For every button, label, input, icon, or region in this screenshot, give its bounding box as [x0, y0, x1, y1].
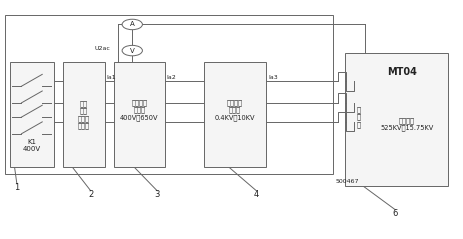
Text: 3: 3 — [155, 190, 160, 199]
Text: 主变压器
525KV～15.75KV: 主变压器 525KV～15.75KV — [380, 117, 433, 131]
Bar — [10, 62, 54, 167]
Text: A: A — [130, 22, 135, 27]
Text: 500467: 500467 — [335, 179, 359, 184]
Bar — [344, 53, 449, 186]
Text: 三相
试验
调压器
控制箱: 三相 试验 调压器 控制箱 — [78, 100, 90, 130]
Text: 6: 6 — [393, 209, 398, 218]
Text: Ia3: Ia3 — [269, 76, 278, 80]
Text: MT04: MT04 — [387, 67, 417, 77]
Text: 高
压
侧: 高 压 侧 — [357, 106, 360, 128]
Bar — [63, 62, 105, 167]
Bar — [5, 15, 333, 174]
Text: V: V — [130, 48, 135, 54]
Bar — [204, 62, 266, 167]
Bar — [114, 62, 164, 167]
Text: 4: 4 — [254, 190, 259, 199]
Text: 2: 2 — [88, 190, 94, 199]
Circle shape — [122, 45, 143, 56]
Text: 三相试验
变压器
0.4KV～10KV: 三相试验 变压器 0.4KV～10KV — [215, 99, 255, 121]
Circle shape — [122, 19, 143, 30]
Text: Ia1: Ia1 — [107, 76, 117, 80]
Text: 1: 1 — [14, 183, 19, 192]
Text: Ia2: Ia2 — [167, 76, 176, 80]
Text: U2ac: U2ac — [94, 46, 111, 51]
Text: 三相试验
调压器
400V～650V: 三相试验 调压器 400V～650V — [120, 99, 158, 121]
Text: K1
400V: K1 400V — [23, 139, 41, 152]
